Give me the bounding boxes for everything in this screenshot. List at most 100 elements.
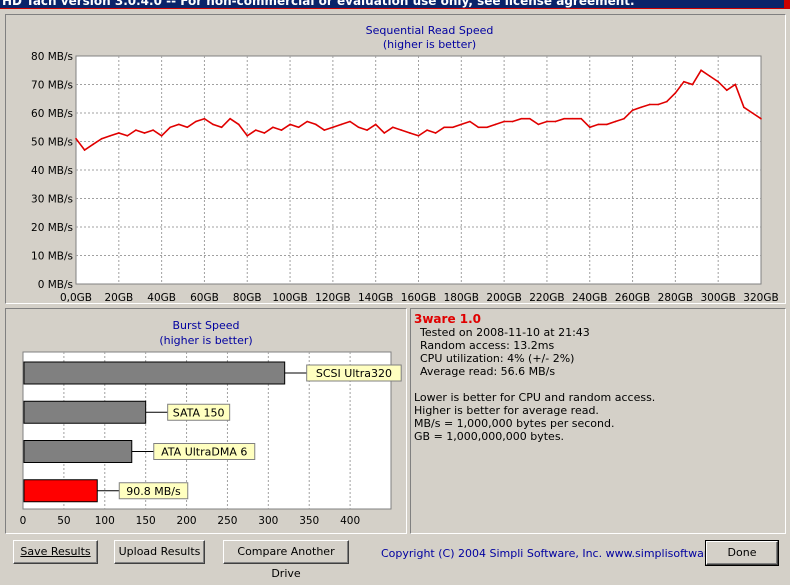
- bar: [23, 400, 147, 424]
- x-tick-label: 240GB: [572, 292, 607, 304]
- x-tick-label: 50: [57, 515, 70, 527]
- note-cpu-random: Lower is better for CPU and random acces…: [414, 391, 656, 404]
- x-tick-label: 180GB: [444, 292, 479, 304]
- chart-title: Sequential Read Speed: [366, 24, 494, 37]
- data-point: [751, 112, 754, 114]
- data-point: [614, 120, 617, 123]
- chart-subtitle: (higher is better): [159, 334, 252, 347]
- bar-label-box: [118, 482, 189, 500]
- data-point: [409, 132, 411, 134]
- sequential-read-panel: Sequential Read Speed (higher is better) 0…: [5, 14, 786, 304]
- data-point: [623, 117, 625, 120]
- burst-speed-panel: Burst Speed (higher is better) 0 50 100 150 20…: [5, 308, 407, 534]
- data-point: [469, 120, 471, 123]
- y-tick-label: 70 MB/s: [31, 80, 73, 92]
- data-point: [760, 117, 762, 120]
- data-point: [126, 135, 129, 137]
- average-read: Average read: 56.6 MB/s: [420, 365, 556, 378]
- y-tick-label: 50 MB/s: [31, 137, 73, 149]
- data-point: [400, 129, 403, 131]
- data-point: [186, 126, 189, 129]
- sequential-read-chart: Sequential Read Speed(higher is better) 0…: [31, 24, 779, 304]
- data-point: [486, 126, 488, 129]
- data-point: [554, 120, 557, 123]
- data-point: [674, 92, 677, 94]
- drive-info-panel: 3ware 1.0 Tested on 2008-11-10 at 21:43 …: [410, 308, 786, 534]
- x-tick-label: 100: [95, 515, 115, 527]
- x-tick-label: 220GB: [529, 292, 564, 304]
- x-tick-label: 200: [177, 515, 197, 527]
- data-point: [306, 120, 308, 123]
- x-tick-label: 280GB: [658, 292, 693, 304]
- data-point: [83, 149, 86, 151]
- data-point: [280, 129, 283, 131]
- data-point: [212, 123, 214, 126]
- data-point: [691, 83, 694, 86]
- bar-label: ATA UltraDMA 6: [161, 446, 247, 459]
- data-point: [648, 103, 651, 106]
- data-point: [606, 123, 608, 126]
- x-tick-label: 0: [20, 515, 27, 527]
- data-point: [657, 103, 660, 106]
- note-gb-definition: GB = 1,000,000,000 bytes.: [414, 430, 565, 443]
- x-tick-label: 40GB: [147, 292, 176, 304]
- data-point: [203, 117, 206, 120]
- bar: [23, 361, 286, 385]
- data-point: [434, 132, 437, 134]
- data-point: [100, 137, 103, 140]
- upload-results-button[interactable]: Upload Results: [114, 540, 205, 564]
- data-point: [143, 132, 146, 134]
- data-point: [717, 80, 719, 83]
- data-point: [160, 135, 163, 137]
- window-title: HD Tach version 3.0.4.0 -- For non-comme…: [2, 0, 635, 8]
- data-point: [366, 129, 368, 131]
- data-point: [220, 126, 223, 129]
- x-tick-label: 60GB: [190, 292, 219, 304]
- random-access: Random access: 13.2ms: [420, 339, 555, 352]
- data-point: [357, 126, 360, 129]
- data-point: [237, 123, 240, 126]
- y-tick-label: 30 MB/s: [31, 194, 73, 206]
- data-point: [152, 129, 154, 131]
- data-point: [640, 106, 642, 109]
- y-tick-label: 20 MB/s: [31, 222, 73, 234]
- copyright-link[interactable]: Copyright (C) 2004 Simpli Software, Inc.…: [381, 547, 742, 560]
- compare-another-drive-button[interactable]: Compare Another Drive: [223, 540, 349, 580]
- data-point: [272, 126, 274, 129]
- burst-speed-chart: Burst Speed (higher is better) 0 50 100 150 20…: [20, 319, 402, 527]
- save-results-button[interactable]: Save Results: [13, 540, 98, 564]
- x-tick-label: 80GB: [233, 292, 262, 304]
- data-point: [520, 117, 523, 120]
- y-tick-label: 60 MB/s: [31, 108, 73, 120]
- tested-on: Tested on 2008-11-10 at 21:43: [420, 326, 590, 339]
- x-tick-label: 100GB: [272, 292, 307, 304]
- x-tick-label: 150: [136, 515, 156, 527]
- data-point: [392, 126, 394, 129]
- data-point: [546, 120, 548, 123]
- data-point: [297, 126, 300, 129]
- x-tick-label: 300: [258, 515, 278, 527]
- x-tick-label: 320GB: [743, 292, 778, 304]
- data-point: [443, 126, 445, 129]
- data-point: [708, 75, 711, 77]
- done-button[interactable]: Done: [705, 540, 779, 566]
- data-point: [451, 126, 454, 129]
- bar-label-box: [153, 443, 256, 460]
- window-title-bar: HD Tach version 3.0.4.0 -- For non-comme…: [0, 0, 790, 9]
- data-point: [118, 132, 120, 134]
- data-point: [75, 137, 77, 140]
- data-point: [92, 143, 94, 146]
- bar-label: SCSI Ultra320: [316, 367, 392, 380]
- bar-label: 90.8 MB/s: [126, 485, 181, 498]
- data-point: [383, 132, 386, 134]
- data-point: [314, 123, 317, 126]
- data-point: [631, 109, 634, 111]
- y-tick-label: 40 MB/s: [31, 165, 73, 177]
- data-point: [537, 123, 540, 126]
- data-point: [255, 129, 257, 131]
- data-point: [177, 123, 180, 126]
- data-point: [563, 117, 565, 120]
- data-point: [195, 120, 197, 123]
- data-point: [263, 132, 266, 134]
- data-point: [417, 135, 420, 137]
